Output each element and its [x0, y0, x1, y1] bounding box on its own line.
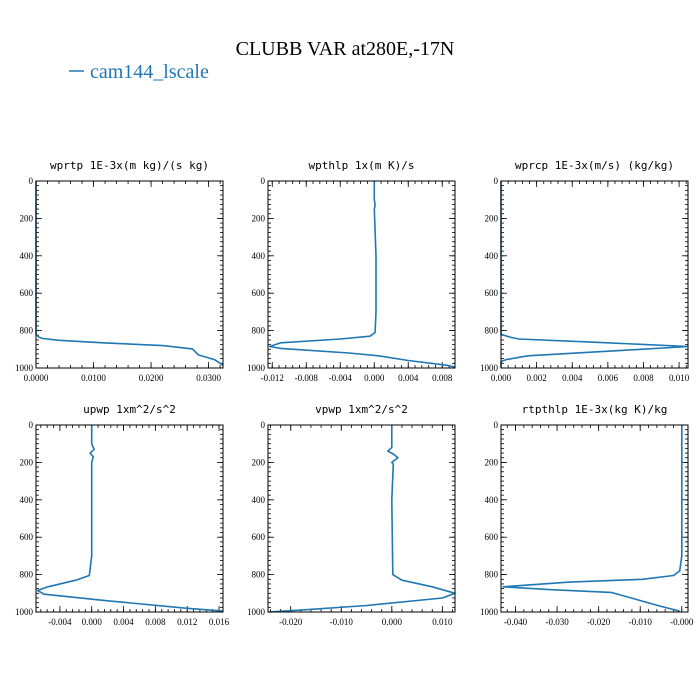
x-tick-label: -0.004 [329, 373, 353, 383]
series-line-1 [267, 425, 456, 613]
series-line-1 [500, 181, 689, 368]
y-tick-label: 1000 [480, 607, 499, 617]
x-tick-label: -0.010 [629, 617, 653, 627]
x-tick-label: 0.000 [491, 373, 512, 383]
x-tick-label: 0.0000 [24, 373, 49, 383]
x-tick-label: 0.010 [669, 373, 690, 383]
x-tick-label: 0.000 [382, 617, 403, 627]
x-tick-label: 0.004 [113, 617, 134, 627]
chart-title: CLUBB VAR at280E,-17N [236, 38, 455, 60]
x-tick-label: 0.012 [177, 617, 197, 627]
panel-2: wpthlp 1x(m K)/s 0 200 400 600 800 1000-0.012 -… [247, 159, 456, 383]
series-line-1 [36, 425, 224, 612]
x-tick-label: 0.0200 [139, 373, 164, 383]
y-tick-label: 1000 [247, 607, 266, 617]
y-tick-label: 200 [252, 457, 266, 467]
y-tick-label: 200 [485, 457, 499, 467]
y-tick-label: 400 [485, 251, 499, 261]
x-tick-label: 0.016 [209, 617, 230, 627]
x-tick-label: 0.000 [364, 373, 385, 383]
x-tick-label: -0.040 [504, 617, 528, 627]
panel-title: wprtp 1E-3x(m kg)/(s kg) [50, 159, 209, 172]
panel-3: wprcp 1E-3x(m/s) (kg/kg) 0 200 400 600 800 100… [480, 159, 690, 383]
plot-frame [35, 180, 224, 369]
y-tick-label: 800 [20, 570, 34, 580]
panel-title: wprcp 1E-3x(m/s) (kg/kg) [515, 159, 674, 172]
x-tick-label: -0.020 [279, 617, 303, 627]
y-tick-label: 400 [252, 495, 266, 505]
panel-title: rtpthlp 1E-3x(kg K)/kg [522, 403, 668, 416]
y-tick-label: 200 [20, 457, 34, 467]
y-tick-label: 600 [485, 288, 499, 298]
panel-5: vpwp 1xm^2/s^2 0 200 400 600 800 1000 -0.020 -0.… [247, 403, 456, 627]
plot-frame [500, 180, 689, 369]
x-tick-label: 0.004 [562, 373, 583, 383]
y-tick-label: 400 [252, 251, 266, 261]
y-tick-label: 400 [20, 495, 34, 505]
x-tick-label: -0.010 [330, 617, 354, 627]
plot-frame [35, 424, 224, 613]
series-line-1 [502, 425, 683, 612]
y-tick-label: 200 [20, 213, 34, 223]
y-tick-label: 1000 [247, 363, 266, 373]
x-tick-label: 0.010 [432, 617, 453, 627]
legend-label: cam144_lscale [90, 61, 209, 83]
y-tick-label: 0 [261, 176, 266, 186]
x-tick-label: -0.004 [48, 617, 72, 627]
x-tick-label: -0.020 [587, 617, 611, 627]
y-tick-label: 600 [485, 532, 499, 542]
y-tick-label: 0 [29, 176, 34, 186]
y-tick-label: 600 [252, 288, 266, 298]
y-tick-label: 400 [20, 251, 34, 261]
plot-frame [267, 180, 456, 369]
x-tick-label: 0.004 [398, 373, 419, 383]
panels: wprtp 1E-3x(m kg)/(s kg) 0 200 400 600 800 100… [15, 159, 694, 627]
panel-4: upwp 1xm^2/s^2 0 200 400 600 800 1000 -0.004 0.0… [15, 403, 230, 627]
x-tick-label: 0.0100 [81, 373, 106, 383]
y-tick-label: 0 [261, 420, 266, 430]
y-tick-label: 400 [485, 495, 499, 505]
panel-title: vpwp 1xm^2/s^2 [315, 403, 408, 416]
x-tick-label: 0.002 [526, 373, 546, 383]
x-tick-label: 0.0300 [196, 373, 221, 383]
y-tick-label: 0 [494, 420, 499, 430]
x-tick-label: 0.000 [82, 617, 103, 627]
y-tick-label: 800 [485, 570, 499, 580]
y-tick-label: 800 [252, 570, 266, 580]
x-tick-label: -0.008 [295, 373, 319, 383]
y-tick-label: 0 [494, 176, 499, 186]
y-tick-label: 200 [252, 213, 266, 223]
y-tick-label: 800 [252, 326, 266, 336]
y-tick-label: 1000 [15, 607, 34, 617]
x-tick-label: 0.006 [598, 373, 619, 383]
y-tick-label: 800 [20, 326, 34, 336]
series-line-1 [35, 181, 224, 366]
panel-title: upwp 1xm^2/s^2 [83, 403, 176, 416]
panel-title: wpthlp 1x(m K)/s [309, 159, 415, 172]
x-tick-label: -0.000 [670, 617, 694, 627]
plot-frame [500, 424, 689, 613]
y-tick-label: 600 [20, 532, 34, 542]
x-tick-label: 0.008 [145, 617, 166, 627]
x-tick-label: 0.008 [432, 373, 453, 383]
y-tick-label: 600 [252, 532, 266, 542]
y-tick-label: 1000 [15, 363, 34, 373]
y-tick-label: 600 [20, 288, 34, 298]
series-line-1 [268, 181, 456, 368]
panel-6: rtpthlp 1E-3x(kg K)/kg02004006008001000-… [480, 403, 694, 627]
x-tick-label: 0.008 [633, 373, 654, 383]
y-tick-label: 1000 [480, 363, 499, 373]
y-tick-label: 0 [29, 420, 34, 430]
y-tick-label: 200 [485, 213, 499, 223]
x-tick-label: -0.030 [545, 617, 569, 627]
x-tick-label: -0.012 [261, 373, 284, 383]
plot-frame [267, 424, 456, 613]
y-tick-label: 800 [485, 326, 499, 336]
legend: cam144_lscale [69, 61, 209, 83]
panel-1: wprtp 1E-3x(m kg)/(s kg) 0 200 400 600 800 100… [15, 159, 224, 383]
